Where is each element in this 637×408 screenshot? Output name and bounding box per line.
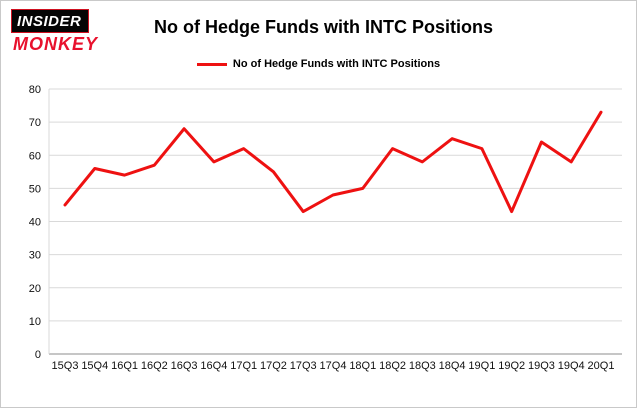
x-axis-label: 18Q2 (379, 360, 406, 372)
x-axis-label: 16Q1 (111, 360, 138, 372)
x-axis-label: 19Q1 (468, 360, 495, 372)
x-axis-label: 17Q3 (290, 360, 317, 372)
x-axis-label: 19Q2 (498, 360, 525, 372)
y-axis-label: 30 (29, 250, 41, 262)
x-axis-label: 17Q1 (230, 360, 257, 372)
x-axis-label: 16Q3 (171, 360, 198, 372)
x-axis-label: 20Q1 (588, 360, 615, 372)
x-axis-label: 17Q4 (320, 360, 347, 372)
x-axis-label: 15Q4 (81, 360, 108, 372)
y-axis-label: 50 (29, 183, 41, 195)
y-axis-label: 60 (29, 150, 41, 162)
x-axis-label: 16Q2 (141, 360, 168, 372)
x-axis-label: 19Q3 (528, 360, 555, 372)
line-series (63, 110, 603, 214)
chart-title: No of Hedge Funds with INTC Positions (154, 17, 493, 37)
x-axis-label: 18Q3 (409, 360, 436, 372)
y-axis-label: 0 (35, 349, 41, 361)
x-axis-label: 17Q2 (260, 360, 287, 372)
x-axis-label: 16Q4 (200, 360, 227, 372)
y-axis-label: 40 (29, 217, 41, 229)
logo-monkey-text: MONKEY (13, 34, 99, 54)
x-axis-label: 18Q1 (349, 360, 376, 372)
logo-insider-text: INSIDER (11, 9, 90, 33)
legend-series-label: No of Hedge Funds with INTC Positions (232, 58, 441, 70)
x-axis-label: 15Q3 (52, 360, 79, 372)
x-axis-label: 19Q4 (558, 360, 585, 372)
y-axis-label: 10 (29, 316, 41, 328)
x-axis-label: 18Q4 (439, 360, 466, 372)
insider-monkey-logo: INSIDER MONKEY (11, 9, 121, 55)
y-axis-label: 80 (29, 84, 41, 96)
legend-line-swatch (196, 62, 227, 66)
y-axis-label: 70 (29, 117, 41, 129)
legend: No of Hedge Funds with INTC Positions (1, 58, 636, 70)
y-axis-label: 20 (29, 283, 41, 295)
